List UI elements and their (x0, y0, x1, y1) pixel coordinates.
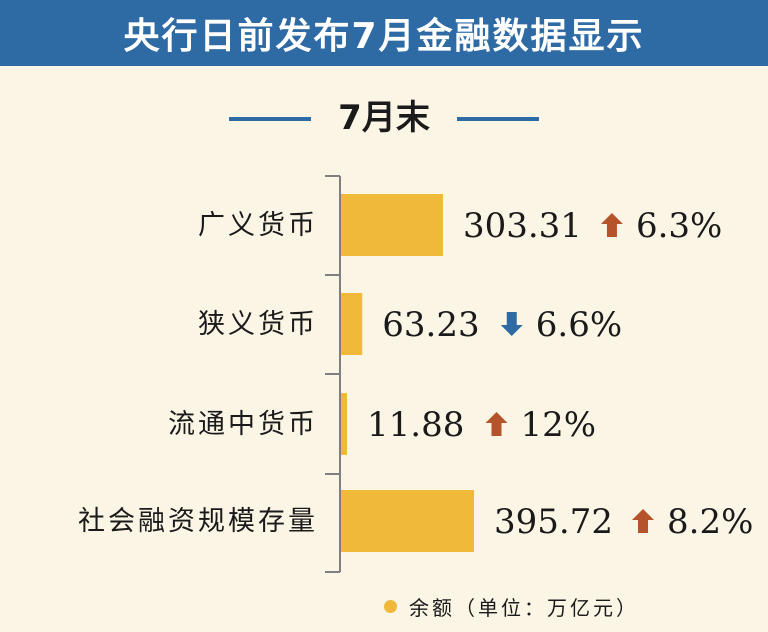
bar-0 (341, 194, 443, 256)
down-arrow-icon-1 (500, 312, 523, 336)
category-label-2: 流通中货币 (168, 409, 318, 440)
bar-1 (341, 293, 363, 355)
value-label-2: 11.88 (367, 405, 464, 445)
title-banner: 央行日前发布7月金融数据显示 (0, 0, 768, 66)
page-title: 央行日前发布7月金融数据显示 (123, 16, 645, 57)
category-label-0: 广义货币 (198, 210, 318, 241)
category-label-1: 狭义货币 (198, 309, 318, 340)
value-label-0: 303.31 (463, 206, 582, 246)
bar-3 (341, 490, 474, 552)
legend: 余额（单位：万亿元） (384, 588, 639, 624)
change-label-0: 6.3% (636, 206, 722, 246)
up-arrow-icon-0 (600, 213, 623, 237)
chart-subtitle: 7月末 (338, 98, 430, 138)
bar-2 (341, 393, 347, 455)
category-label-3: 社会融资规模存量 (78, 506, 318, 537)
value-label-1: 63.23 (382, 305, 479, 345)
value-label-3: 395.72 (494, 502, 613, 542)
subtitle-rule-right (457, 117, 539, 121)
subtitle-row: 7月末 (0, 94, 768, 142)
up-arrow-icon-3 (632, 509, 654, 533)
subtitle-rule-left (229, 117, 311, 121)
up-arrow-icon-2 (485, 412, 508, 436)
legend-label: 余额（单位：万亿元） (409, 595, 639, 620)
change-label-1: 6.6% (536, 305, 622, 345)
legend-swatch (384, 599, 397, 613)
change-label-3: 8.2% (667, 502, 753, 542)
change-label-2: 12% (521, 405, 597, 445)
